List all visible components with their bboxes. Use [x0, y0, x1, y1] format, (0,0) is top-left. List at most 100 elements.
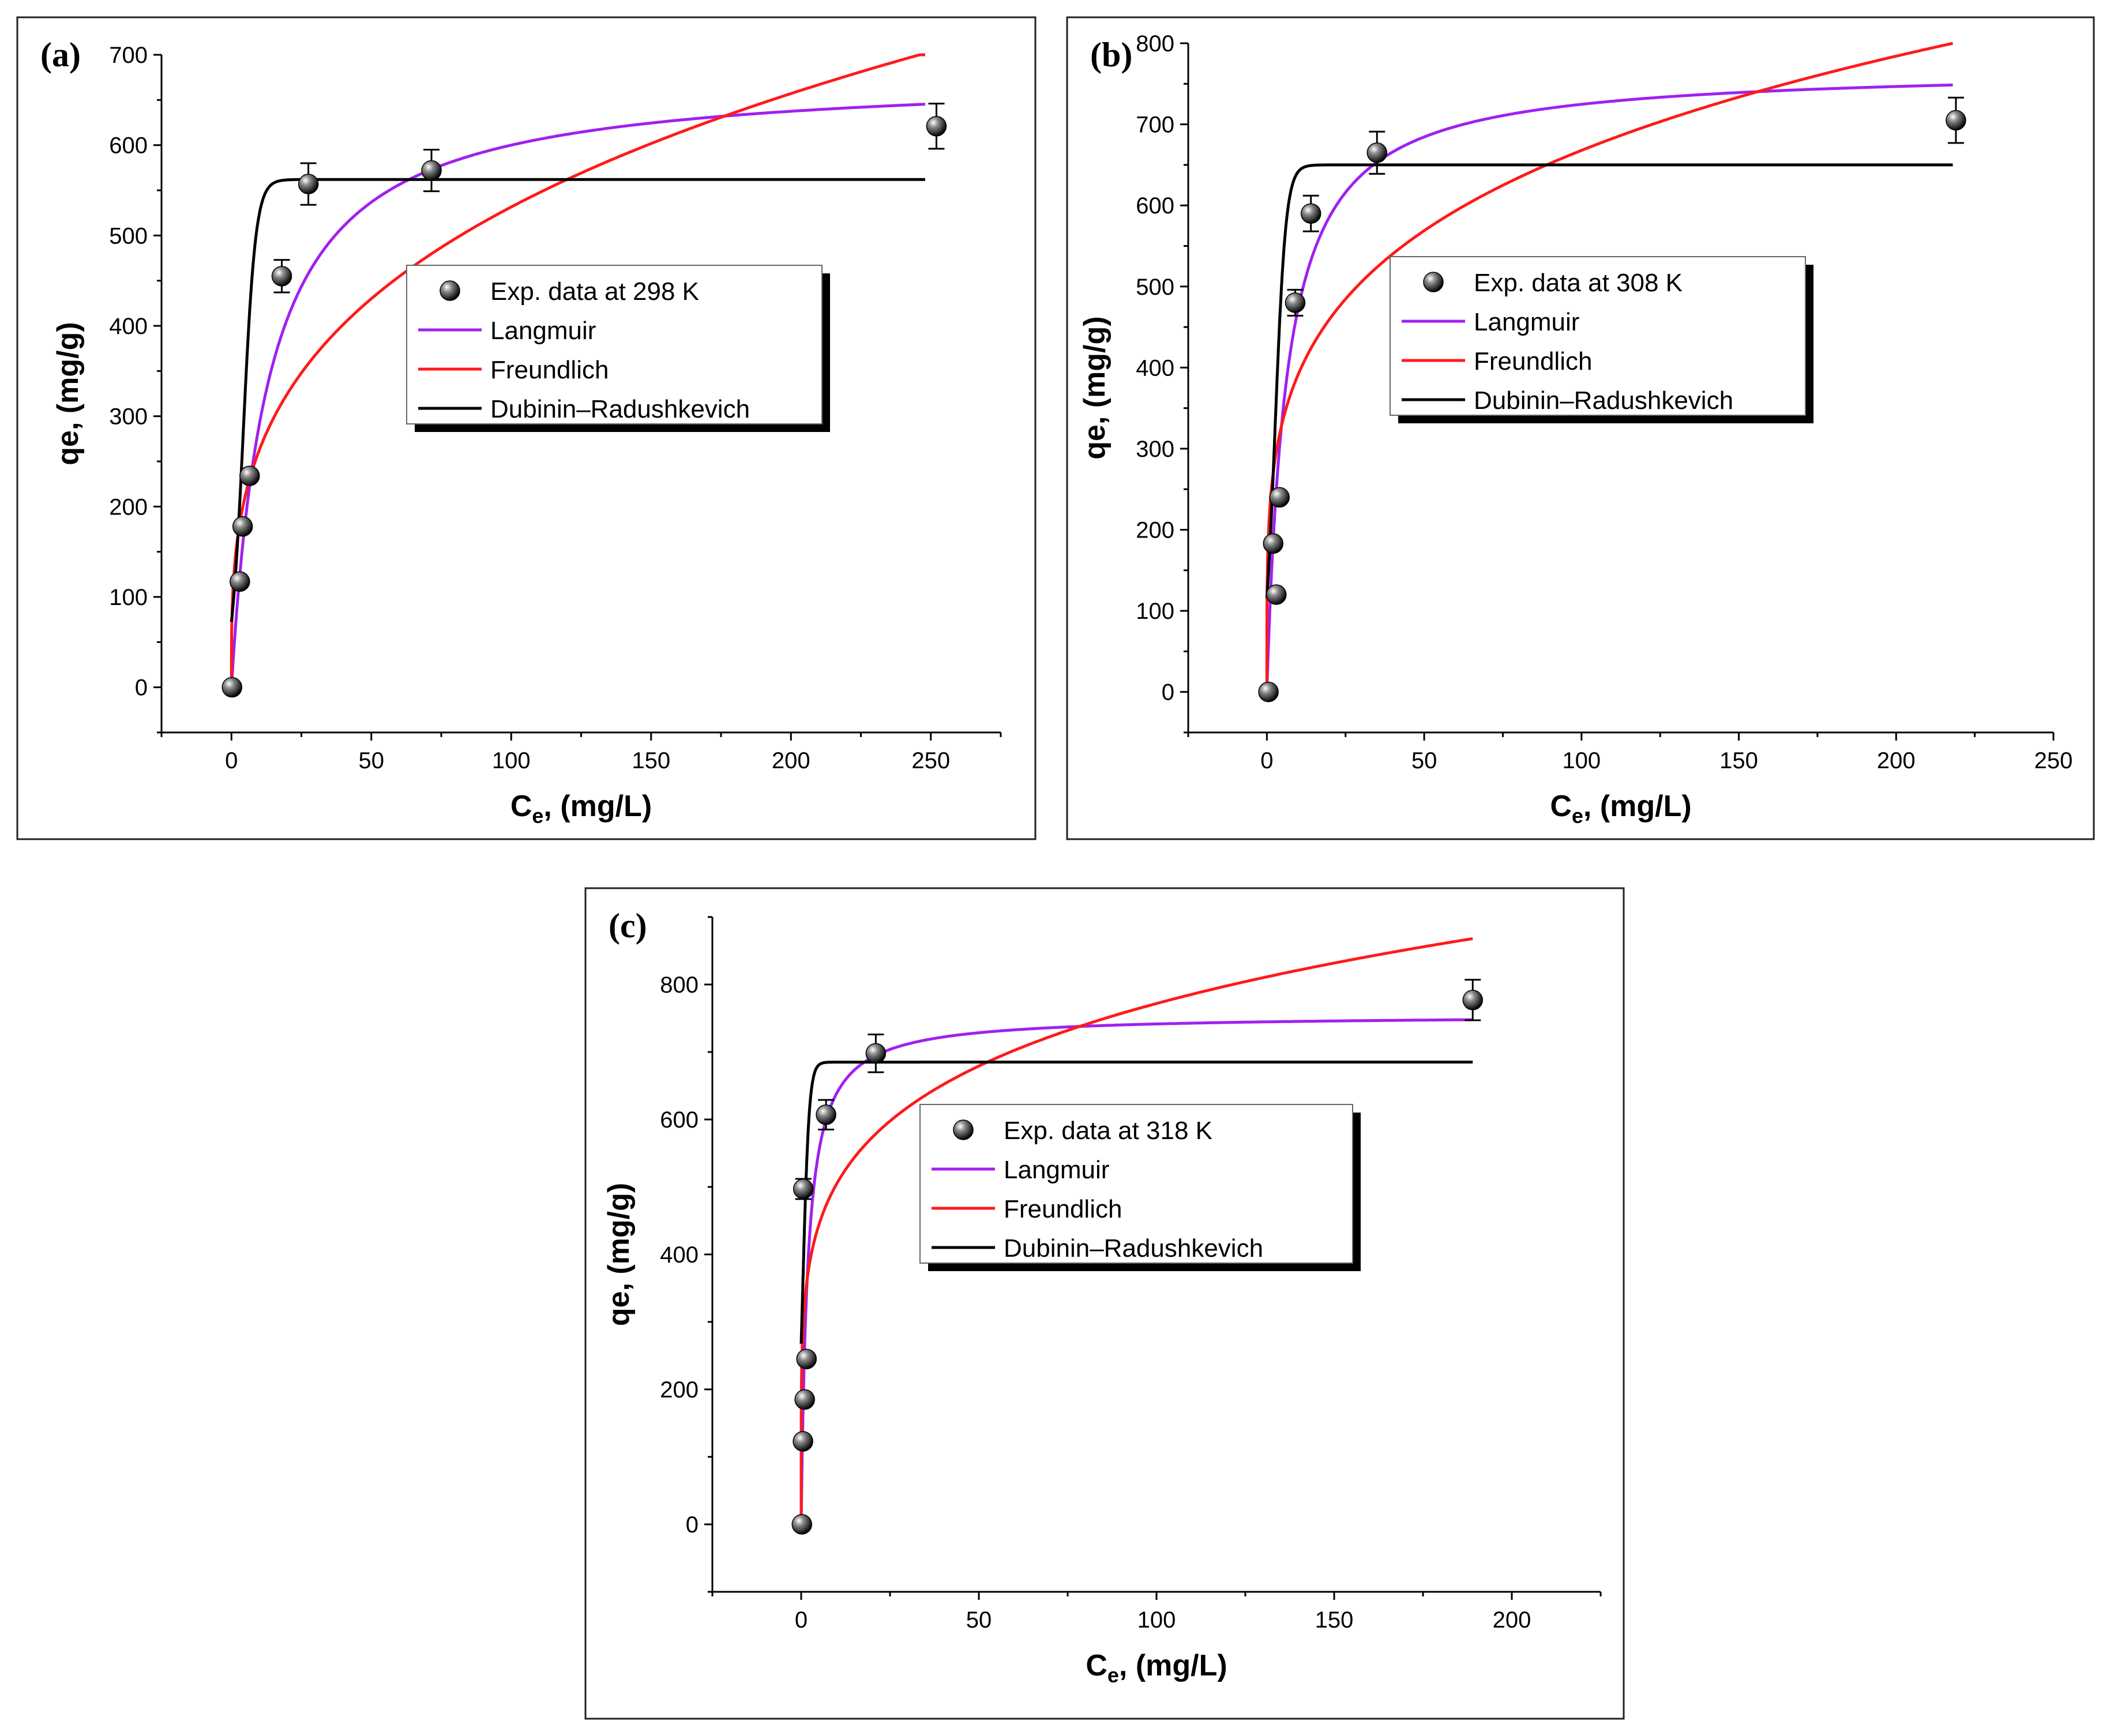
data-point	[816, 1104, 836, 1125]
chart-panel-b: 0 50 100 150 200 250 0 100 200 300 400 500 600 700 800…	[1066, 16, 2095, 840]
curve-freundlich	[799, 937, 1473, 1524]
y-tick-label: 200	[1136, 518, 1174, 543]
x-axis-title-sub: e	[1572, 804, 1583, 828]
x-tick-label: 200	[772, 748, 810, 773]
data-point	[421, 160, 442, 181]
data-point	[230, 571, 250, 592]
data-point	[794, 1389, 815, 1410]
x-tick-label: 200	[1877, 748, 1916, 773]
y-tick-label: 600	[109, 133, 148, 159]
legend-label-freundlich: Freundlich	[1474, 347, 1592, 375]
y-tick-label: 0	[686, 1512, 699, 1538]
y-tick-label: 700	[1136, 112, 1174, 138]
x-tick-label: 100	[1562, 748, 1601, 773]
data-point	[793, 1178, 814, 1200]
panel-label: (c)	[609, 907, 647, 945]
legend-label-freundlich: Freundlich	[490, 356, 609, 384]
legend-label-exp: Exp. data at 298 K	[490, 277, 699, 306]
y-tick-label: 200	[660, 1377, 699, 1403]
data-point	[1946, 110, 1966, 131]
data-point	[1269, 487, 1290, 508]
y-tick-label: 100	[109, 585, 148, 610]
x-axis-title-rest: , (mg/L)	[1583, 790, 1692, 823]
y-tick-label: 100	[1136, 599, 1174, 624]
legend-label-exp: Exp. data at 308 K	[1474, 269, 1683, 297]
y-tick-label: 500	[109, 223, 148, 249]
x-axis-title-main: C	[1550, 790, 1572, 823]
chart-panel-a: 0 50 100 150 200 250 0 100 200 300 400 500 600 700 Ce,…	[16, 16, 1037, 840]
data-point	[298, 174, 319, 194]
legend-label-exp: Exp. data at 318 K	[1004, 1117, 1212, 1145]
legend-label-dr: Dubinin–Radushkevich	[1004, 1234, 1263, 1262]
y-tick-label: 300	[109, 404, 148, 430]
curve-langmuir	[799, 1018, 1473, 1524]
y-axis-title: qe, (mg/g)	[1078, 316, 1112, 459]
data-point	[926, 116, 947, 137]
chart-panel-c: 0 50 100 150 200 0 200 400 600 800 Ce, (mg/L) qe, (…	[584, 887, 1625, 1720]
x-tick-label: 0	[225, 748, 238, 773]
data-point	[271, 266, 292, 287]
legend-label-langmuir: Langmuir	[1004, 1156, 1109, 1184]
y-tick-label: 800	[1136, 31, 1174, 57]
data-point	[796, 1348, 817, 1370]
x-axis-title-rest: , (mg/L)	[1119, 1649, 1227, 1682]
x-tick-label: 100	[1137, 1607, 1176, 1633]
x-tick-label: 50	[359, 748, 385, 773]
panel-frame	[1066, 16, 2095, 840]
legend-box	[919, 1104, 1353, 1264]
x-axis-title: Ce, (mg/L)	[1550, 790, 1691, 828]
y-axis-title: qe, (mg/g)	[602, 1183, 636, 1326]
x-tick-label: 0	[795, 1607, 808, 1633]
curve-freundlich	[1265, 42, 1954, 692]
legend-label-dr: Dubinin–Radushkevich	[490, 395, 750, 423]
y-tick-label: 600	[660, 1107, 699, 1133]
curve-dr	[799, 1061, 1473, 1344]
data-point	[1266, 584, 1287, 605]
y-axis-title: qe, (mg/g)	[51, 322, 85, 465]
legend-label-dr: Dubinin–Radushkevich	[1474, 386, 1733, 415]
data-point	[1366, 142, 1388, 163]
x-tick-label: 100	[492, 748, 531, 773]
legend-marker-exp	[953, 1119, 974, 1140]
curve-dr	[1265, 163, 1953, 598]
y-tick-label: 500	[1136, 275, 1174, 300]
x-axis-title-rest: , (mg/L)	[543, 790, 652, 823]
x-axis-title-sub: e	[1107, 1663, 1119, 1687]
y-tick-label: 600	[1136, 193, 1174, 219]
data-point	[232, 516, 253, 537]
x-tick-label: 150	[1719, 748, 1758, 773]
x-tick-label: 0	[1260, 748, 1273, 773]
panel-label: (b)	[1090, 36, 1132, 74]
data-point	[221, 677, 242, 698]
y-tick-label: 0	[135, 675, 148, 701]
data-point	[865, 1043, 887, 1064]
curve-dr	[230, 178, 925, 622]
y-tick-label: 400	[109, 314, 148, 339]
x-tick-label: 150	[1315, 1607, 1354, 1633]
panel-label: (a)	[40, 36, 81, 74]
y-tick-label: 200	[109, 494, 148, 520]
x-axis-title: Ce, (mg/L)	[510, 790, 652, 828]
x-tick-label: 200	[1493, 1607, 1531, 1633]
x-tick-label: 50	[1411, 748, 1437, 773]
y-tick-label: 400	[660, 1242, 699, 1268]
x-tick-label: 150	[632, 748, 670, 773]
y-tick-label: 300	[1136, 437, 1174, 462]
legend-label-langmuir: Langmuir	[490, 317, 596, 345]
data-point	[791, 1514, 812, 1535]
data-point	[1285, 292, 1306, 313]
panel-frame	[584, 887, 1625, 1720]
data-point	[1462, 990, 1483, 1010]
legend-marker-exp	[440, 280, 460, 301]
legend-label-langmuir: Langmuir	[1474, 308, 1579, 336]
curve-freundlich	[230, 53, 925, 687]
x-axis-title-sub: e	[532, 804, 543, 828]
x-tick-label: 50	[966, 1607, 992, 1633]
x-axis-title-main: C	[1086, 1649, 1107, 1682]
x-axis-title-main: C	[510, 790, 532, 823]
data-point	[1300, 203, 1321, 224]
legend-marker-exp	[1423, 272, 1444, 292]
legend-label-freundlich: Freundlich	[1004, 1195, 1122, 1223]
data-point	[1258, 681, 1279, 702]
